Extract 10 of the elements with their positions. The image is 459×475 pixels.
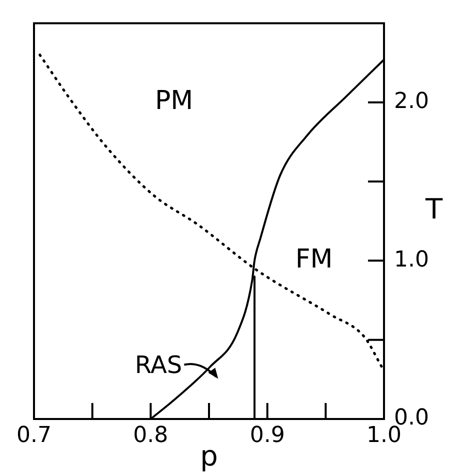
x-tick-label: 0.9 — [250, 422, 285, 448]
annotation: PM — [154, 86, 194, 116]
x-axis-title: p — [200, 439, 218, 472]
annotation: RAS — [134, 350, 182, 379]
y-tick-label: 1.0 — [394, 247, 430, 272]
y-axis-title: T — [424, 192, 444, 226]
y-tick-label: 2.0 — [394, 89, 430, 114]
x-tick-label: 0.7 — [16, 422, 52, 448]
annotation: FM — [295, 244, 333, 274]
x-tick-label: 0.8 — [133, 422, 168, 448]
